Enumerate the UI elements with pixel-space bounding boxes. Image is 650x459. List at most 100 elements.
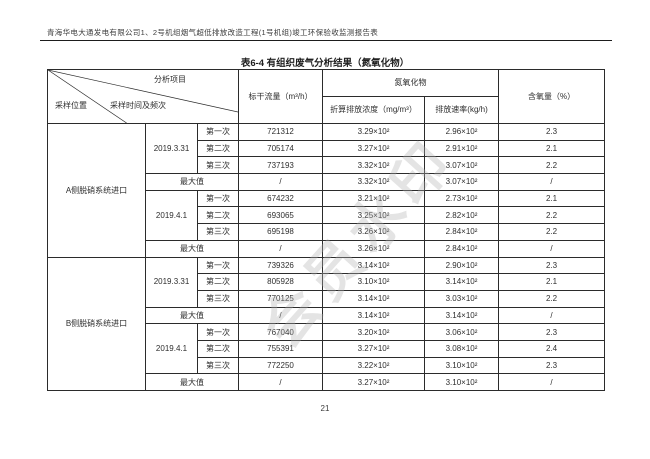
cell-concentration: 3.14×10² [322,289,426,308]
cell-flow: / [238,173,324,191]
table-row: 第三次 770125 3.14×10² 3.03×10² 2.2 [48,289,606,308]
header-flow: 标干流量（m³/h） [238,69,324,124]
table-row: 2019.4.1 第一次 674232 3.21×10² 2.73×10² 2.… [48,189,606,241]
cell-concentration: 3.32×10² [322,173,426,191]
cell-flow: 674232 [238,189,324,208]
table-row: A侧脱硝系统进口 2019.3.31 第一次 721312 3.29×10² 2… [47,122,606,258]
cell-oxygen: 2.1 [498,189,606,208]
cell-flow: 767040 [238,323,324,341]
cell-max-label: 最大值 [144,173,240,191]
cell-oxygen: 2.4 [498,339,606,358]
cell-rate: 3.14×10² [424,306,500,325]
header-row-2: 折算排放浓度（mg/m³） 排放速率(kg/h) [48,96,605,124]
cell-max-label: 最大值 [144,306,240,325]
table-row: 2019.4.1 第一次 767040 3.20×10² 3.06×10² 2.… [48,323,606,375]
cell-flow: / [238,239,324,258]
page-header: 青海华电大通发电有限公司1、2号机组烟气超低排放改造工程(1号机组)竣工环保验收… [47,28,379,37]
cell-oxygen: / [498,239,606,258]
cell-round: 第一次 [196,123,240,141]
table-row: 第二次 693065 3.25×10² 2.82×10² 2.2 [48,206,606,225]
corner-label-sampling-time: 采样时间及频次 [110,101,166,110]
cell-oxygen: 2.3 [498,256,606,275]
cell-flow: 693065 [238,206,324,225]
cell-max-label: 最大值 [144,239,240,258]
cell-rate: 2.91×10² [424,139,500,158]
table-row: B侧脱硝系统进口 2019.3.31 第一次 739326 3.14×10² 2… [47,256,606,391]
cell-flow: 705174 [238,139,324,158]
header-concentration: 折算排放浓度（mg/m³） [322,96,426,124]
cell-round: 第一次 [196,323,240,341]
header-nox-group: 氮氧化物 [322,69,500,97]
cell-date: 2019.4.1 [145,323,198,375]
cell-rate: 2.84×10² [424,239,500,258]
cell-oxygen: 2.3 [498,356,606,375]
cell-round: 第三次 [196,356,240,375]
cell-oxygen: / [498,373,606,391]
cell-round: 第二次 [196,339,240,358]
cell-rate: 2.96×10² [424,123,500,141]
cell-concentration: 3.21×10² [322,189,426,208]
cell-oxygen: 2.1 [498,273,606,291]
cell-rate: 3.14×10² [424,273,500,291]
cell-flow: / [238,306,324,325]
cell-concentration: 3.27×10² [322,139,426,158]
cell-date: 2019.3.31 [145,256,198,308]
cell-concentration: 3.22×10² [322,356,426,375]
cell-round: 第二次 [196,206,240,225]
cell-position-a: A侧脱硝系统进口 [47,123,146,258]
cell-concentration: 3.26×10² [322,223,426,241]
cell-rate: 2.82×10² [424,206,500,225]
cell-concentration: 3.27×10² [322,373,426,391]
header-oxygen: 含氧量（%） [498,69,606,124]
cell-concentration: 3.25×10² [322,206,426,225]
cell-concentration: 3.26×10² [322,239,426,258]
cell-position-b: B侧脱硝系统进口 [47,256,146,391]
cell-round: 第三次 [196,289,240,308]
table-row: 第三次 695198 3.26×10² 2.84×10² 2.2 [48,223,606,241]
header-rule [40,40,612,41]
cell-concentration: 3.20×10² [322,323,426,341]
cell-flow: 770125 [238,289,324,308]
cell-oxygen: 2.2 [498,289,606,308]
cell-flow: / [238,373,324,391]
table-title: 表6-4 有组织废气分析结果（氮氧化物） [240,58,410,69]
cell-max-label: 最大值 [144,373,240,391]
cell-oxygen: 2.2 [498,223,606,241]
cell-concentration: 3.29×10² [322,123,426,141]
table-row-max: 最大值 / 3.32×10² 3.07×10² / [48,173,606,191]
cell-round: 第三次 [196,156,240,175]
analysis-results-table: 分析项目 采样时间及频次 采样位置 标干流量（m³/h） 氮氧化物 含氧量（%）… [46,69,606,391]
cell-round: 第三次 [196,223,240,241]
cell-oxygen: / [498,173,606,191]
cell-round: 第一次 [196,256,240,275]
cell-rate: 3.10×10² [424,373,500,391]
cell-oxygen: 2.2 [498,156,606,175]
cell-round: 第二次 [196,139,240,158]
cell-date: 2019.4.1 [145,189,198,241]
cell-concentration: 3.10×10² [322,273,426,291]
cell-flow: 739326 [238,256,324,275]
cell-rate: 2.73×10² [424,189,500,208]
corner-label-analysis-item: 分析项目 [154,75,186,84]
cell-flow: 772250 [238,356,324,375]
table-row-max: 最大值 / 3.27×10² 3.10×10² / [48,373,606,391]
cell-oxygen: 2.3 [498,323,606,341]
header-row-1: 分析项目 采样时间及频次 采样位置 标干流量（m³/h） 氮氧化物 含氧量（%） [46,69,606,124]
cell-concentration: 3.14×10² [322,306,426,325]
cell-rate: 3.07×10² [424,156,500,175]
cell-rate: 3.10×10² [424,356,500,375]
page-number: 21 [320,404,330,413]
corner-label-sampling-position: 采样位置 [55,101,87,110]
cell-rate: 2.84×10² [424,223,500,241]
cell-concentration: 3.14×10² [322,256,426,275]
cell-date: 2019.3.31 [145,122,198,175]
cell-round: 第一次 [196,189,240,208]
cell-flow: 737193 [238,156,324,175]
cell-oxygen: / [498,306,606,325]
cell-rate: 3.06×10² [424,323,500,341]
cell-concentration: 3.27×10² [322,339,426,358]
cell-flow: 805928 [238,273,324,291]
cell-flow: 695198 [238,223,324,241]
cell-rate: 3.08×10² [424,339,500,358]
